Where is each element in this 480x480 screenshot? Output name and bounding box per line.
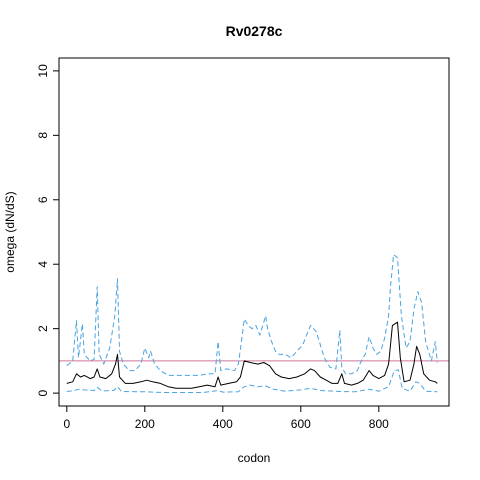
x-tick-label: 200 — [135, 417, 155, 431]
x-tick-label: 400 — [213, 417, 233, 431]
y-tick-label: 4 — [36, 261, 50, 268]
y-tick-label: 2 — [36, 325, 50, 332]
y-axis: 0 2 4 6 8 10 — [36, 64, 60, 396]
chart-title: Rv0278c — [226, 23, 283, 39]
plot-area — [59, 254, 449, 393]
plot-frame — [58, 57, 450, 407]
y-tick-label: 6 — [36, 196, 50, 203]
y-tick-label: 8 — [36, 132, 50, 139]
y-axis-label: omega (dN/dS) — [3, 191, 17, 272]
x-axis-label: codon — [238, 451, 271, 465]
x-tick-label: 600 — [291, 417, 311, 431]
x-tick-label: 800 — [369, 417, 389, 431]
series-line-lower — [66, 369, 438, 393]
series-group — [59, 254, 449, 393]
y-tick-label: 0 — [36, 389, 50, 396]
x-axis: 0 200 400 600 800 — [63, 405, 389, 431]
series-line-mean — [66, 321, 438, 389]
series-line-upper — [66, 254, 438, 376]
x-tick-label: 0 — [63, 417, 70, 431]
y-tick-label: 10 — [36, 64, 50, 78]
